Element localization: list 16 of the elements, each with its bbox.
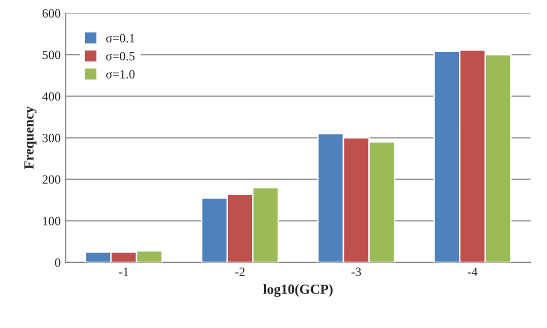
x-axis-title: log10(GCP) <box>263 284 333 297</box>
x-tick-label: -1 <box>119 268 128 276</box>
y-tick-label: 100 <box>43 216 60 226</box>
y-tick-label: 500 <box>42 50 60 60</box>
y-tick-label: 200 <box>42 175 60 184</box>
y-tick-label: 300 <box>42 134 60 142</box>
legend-label: σ=0.5 <box>106 52 135 60</box>
y-tick-label: 400 <box>42 92 60 101</box>
x-tick-label: -2 <box>235 268 245 276</box>
y-tick-label: 0 <box>55 258 60 267</box>
y-axis-title: Frequency <box>24 106 36 170</box>
y-tick-label: 600 <box>42 9 60 18</box>
x-tick-label: -4 <box>468 268 478 276</box>
legend-label: σ=1.0 <box>106 70 135 78</box>
x-tick-label: -3 <box>351 268 361 276</box>
legend-label: σ=0.1 <box>106 34 134 42</box>
